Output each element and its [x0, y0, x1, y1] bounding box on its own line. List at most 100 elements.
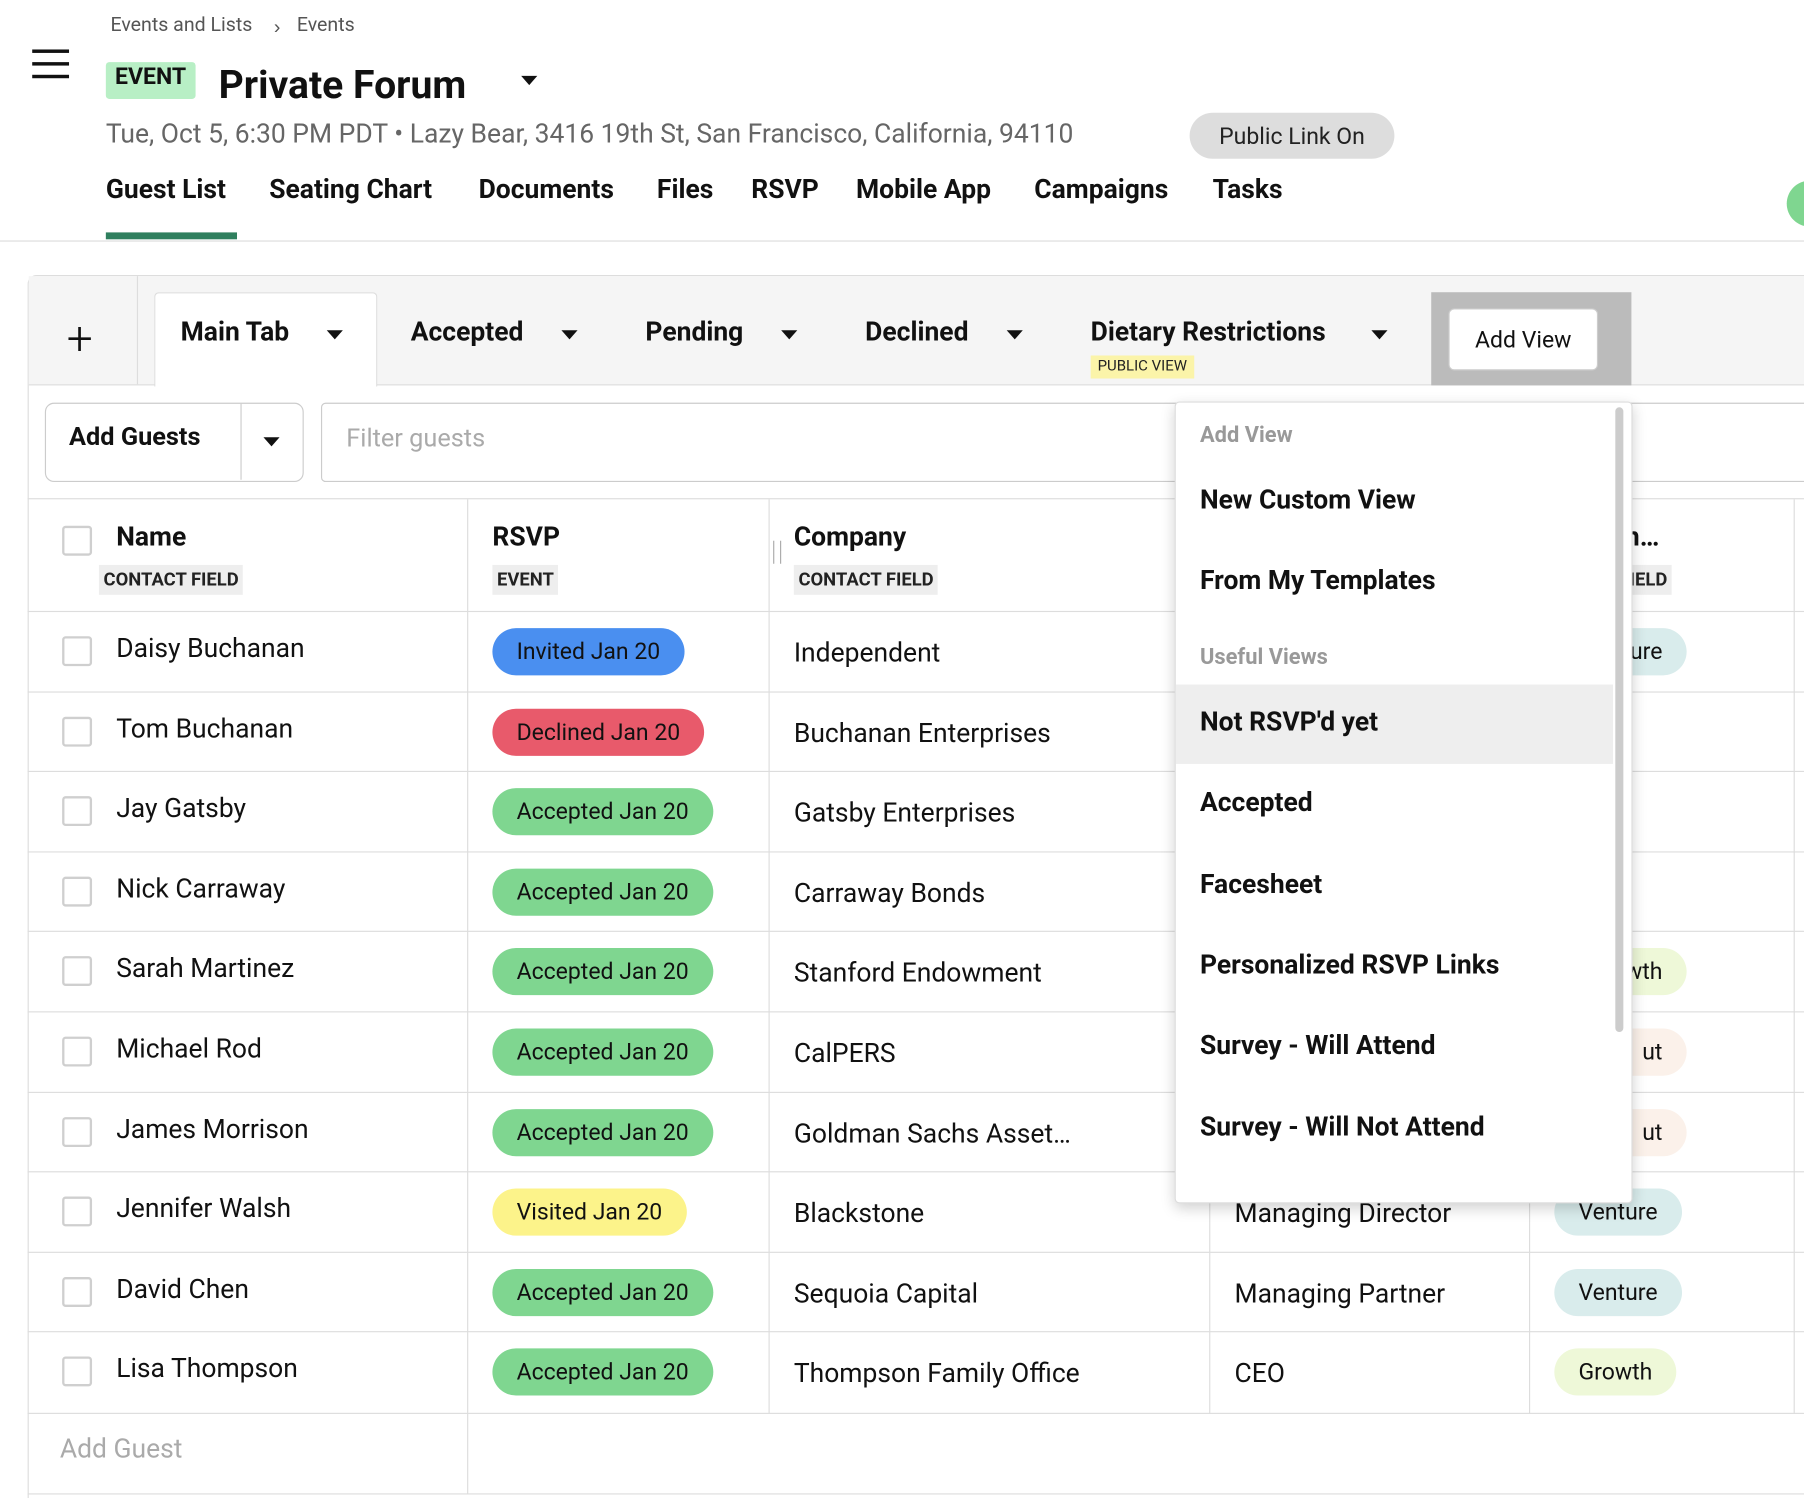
breadcrumb[interactable]: Events — [297, 14, 355, 51]
caret — [781, 330, 797, 339]
scrollbar — [1615, 407, 1623, 1032]
rsvp-pill: Accepted Jan 20 — [492, 788, 712, 835]
company: Carraway Bonds — [794, 878, 985, 915]
view-tab[interactable]: Accepted — [411, 316, 524, 353]
dropdown-item[interactable]: Accepted — [1200, 787, 1313, 824]
dropdown-item[interactable]: Personalized RSVP Links — [1200, 949, 1499, 986]
filter-input[interactable]: Filter guests — [346, 425, 485, 462]
company: Blackstone — [794, 1198, 924, 1235]
status-dot — [1787, 181, 1804, 227]
menu-bar — [32, 75, 69, 78]
event-subtitle: Tue, Oct 5, 6:30 PM PDT • Lazy Bear, 341… — [106, 119, 1073, 156]
row-checkbox[interactable] — [62, 1277, 92, 1307]
rsvp-pill: Accepted Jan 20 — [492, 948, 712, 995]
company: Goldman Sachs Asset… — [794, 1118, 1071, 1155]
nav-tab[interactable]: Tasks — [1213, 174, 1283, 211]
guest-name[interactable]: Daisy Buchanan — [116, 633, 304, 670]
dropdown-item[interactable]: Not RSVP'd yet — [1200, 706, 1378, 743]
guest-name[interactable]: Lisa Thompson — [116, 1353, 298, 1390]
row-checkbox[interactable] — [62, 957, 92, 987]
event-title: Private Forum — [219, 62, 467, 99]
company: Sequoia Capital — [794, 1278, 978, 1315]
add-guests-button[interactable]: Add Guests — [69, 423, 200, 460]
row-divider — [28, 1493, 1804, 1494]
row-checkbox[interactable] — [62, 1037, 92, 1067]
caret — [521, 76, 537, 85]
row-checkbox[interactable] — [62, 1117, 92, 1147]
guest-name[interactable]: Michael Rod — [116, 1033, 262, 1070]
nav-tab[interactable]: Mobile App — [856, 174, 991, 211]
public-link[interactable]: Public Link On — [1190, 113, 1395, 159]
dropdown-item[interactable]: Survey - Will Not Attend — [1200, 1111, 1485, 1148]
add-tab[interactable]: + — [67, 312, 93, 349]
row-checkbox[interactable] — [62, 636, 92, 666]
view-tab[interactable]: Declined — [865, 316, 968, 353]
row-divider — [28, 1413, 1804, 1414]
nav-tab[interactable]: Campaigns — [1034, 174, 1168, 211]
caret — [1007, 330, 1023, 339]
guest-name[interactable]: David Chen — [116, 1273, 249, 1310]
caret — [327, 330, 343, 339]
nav-tab[interactable]: Files — [657, 174, 713, 211]
header-divider — [0, 240, 1804, 241]
plus-cell — [137, 276, 138, 384]
dropdown-item[interactable]: From My Templates — [1200, 565, 1436, 602]
guest-name[interactable]: Jennifer Walsh — [116, 1193, 291, 1230]
add-guests-divider — [240, 404, 241, 480]
guest-name[interactable]: Nick Carraway — [116, 873, 285, 910]
guest-name[interactable]: Tom Buchanan — [116, 713, 293, 750]
column-header: Name — [116, 521, 186, 558]
breadcrumb: Events and Lists — [110, 14, 252, 51]
rsvp-pill: Accepted Jan 20 — [492, 1349, 712, 1396]
col-divider — [467, 1414, 468, 1495]
guest-name[interactable]: Sarah Martinez — [116, 953, 294, 990]
guest-name[interactable]: Jay Gatsby — [116, 793, 246, 830]
view-tab[interactable]: Pending — [645, 316, 743, 353]
add-view-button[interactable]: Add View — [1448, 308, 1598, 370]
row-checkbox[interactable] — [62, 1357, 92, 1387]
event-badge: EVENT — [106, 62, 196, 99]
company: Thompson Family Office — [794, 1358, 1080, 1395]
rsvp-pill: Accepted Jan 20 — [492, 1269, 712, 1316]
row-divider — [28, 1252, 1804, 1253]
resize-handle — [773, 541, 781, 564]
company: Buchanan Enterprises — [794, 717, 1051, 754]
col-divider — [1794, 499, 1795, 1414]
column-type-badge: CONTACT FIELD — [794, 565, 938, 595]
company: CalPERS — [794, 1038, 896, 1075]
nav-tab[interactable]: Seating Chart — [269, 174, 432, 211]
dropdown-item[interactable]: New Custom View — [1200, 484, 1416, 521]
dropdown-item[interactable]: Survey - Will Attend — [1200, 1030, 1436, 1067]
nav-tab[interactable]: Guest List — [106, 174, 226, 211]
rsvp-pill: Accepted Jan 20 — [492, 1029, 712, 1076]
dropdown-item[interactable]: Facesheet — [1200, 868, 1322, 905]
breadcrumb-sep: › — [274, 16, 281, 39]
row-checkbox[interactable] — [62, 1197, 92, 1227]
add-guest-row[interactable]: Add Guest — [60, 1434, 183, 1471]
row-checkbox[interactable] — [62, 876, 92, 906]
nav-tab[interactable]: Documents — [479, 174, 614, 211]
active-tab-underline — [106, 232, 237, 239]
guest-name[interactable]: James Morrison — [116, 1113, 308, 1150]
company: Gatsby Enterprises — [794, 798, 1015, 835]
row-checkbox[interactable] — [62, 796, 92, 826]
menu-bar — [32, 49, 69, 52]
company: Independent — [794, 637, 941, 674]
row-divider — [28, 1332, 1804, 1333]
rsvp-pill: Visited Jan 20 — [492, 1189, 686, 1236]
nav-tab[interactable]: RSVP — [751, 174, 819, 211]
view-tab[interactable]: Dietary Restrictions — [1091, 316, 1326, 353]
job-title: CEO — [1234, 1358, 1284, 1395]
column-type-badge: CONTACT FIELD — [99, 565, 243, 595]
company: Stanford Endowment — [794, 958, 1042, 995]
row-checkbox[interactable] — [62, 716, 92, 746]
column-header: Company — [794, 521, 906, 558]
header-checkbox[interactable] — [62, 526, 92, 556]
tag-pill: Growth — [1554, 1349, 1676, 1396]
view-tab[interactable]: Main Tab — [181, 316, 290, 353]
rsvp-pill: Declined Jan 20 — [492, 708, 704, 755]
caret — [1371, 330, 1387, 339]
column-header: RSVP — [492, 521, 560, 558]
